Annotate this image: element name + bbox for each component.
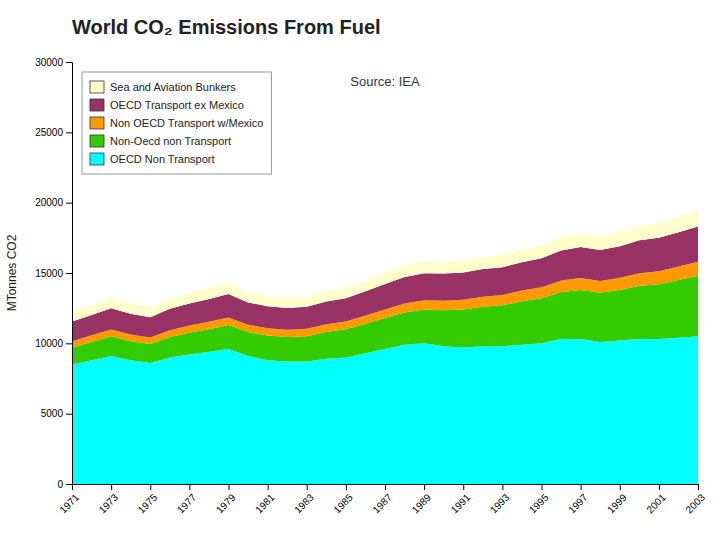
x-tick-label: 1983 bbox=[292, 491, 316, 515]
legend-swatch bbox=[90, 99, 104, 111]
x-tick: 1993 bbox=[488, 484, 512, 515]
x-tick-mark bbox=[620, 484, 621, 490]
x-tick-label: 1979 bbox=[214, 491, 238, 515]
x-tick: 1977 bbox=[175, 484, 199, 515]
y-tick-label: 0 bbox=[57, 479, 63, 490]
y-axis-title: MTonnes CO2 bbox=[5, 234, 19, 311]
legend-item: OECD Non Transport bbox=[90, 153, 215, 165]
y-tick: 0 bbox=[57, 479, 72, 490]
legend-swatch bbox=[90, 135, 104, 147]
x-tick: 1999 bbox=[605, 484, 629, 515]
legend-swatch bbox=[90, 117, 104, 129]
x-tick: 2003 bbox=[683, 484, 707, 515]
y-tick-label: 25000 bbox=[35, 127, 63, 138]
x-tick-label: 1973 bbox=[97, 491, 121, 515]
legend-item: Non OECD Transport w/Mexico bbox=[90, 117, 263, 129]
legend-label: Non OECD Transport w/Mexico bbox=[110, 117, 263, 129]
x-tick-label: 1987 bbox=[370, 491, 394, 515]
x-tick-mark bbox=[463, 484, 464, 490]
x-tick: 1991 bbox=[449, 484, 473, 515]
x-tick-label: 2003 bbox=[683, 491, 707, 515]
x-tick-label: 1997 bbox=[566, 491, 590, 515]
x-tick-mark bbox=[307, 484, 308, 490]
chart-svg: World CO₂ Emissions From Fuel19711973197… bbox=[0, 0, 720, 540]
x-tick: 1983 bbox=[292, 484, 316, 515]
x-tick-label: 1971 bbox=[57, 491, 81, 515]
y-tick-mark bbox=[66, 343, 72, 344]
y-tick-mark bbox=[66, 273, 72, 274]
y-tick: 30000 bbox=[35, 57, 72, 68]
legend-label: OECD Transport ex Mexico bbox=[110, 99, 244, 111]
x-tick: 1981 bbox=[253, 484, 277, 515]
annotation: Source: IEA bbox=[350, 74, 420, 89]
x-tick-mark bbox=[150, 484, 151, 490]
x-tick-mark bbox=[581, 484, 582, 490]
y-tick-label: 30000 bbox=[35, 57, 63, 68]
y-tick-label: 15000 bbox=[35, 268, 63, 279]
x-tick-label: 1977 bbox=[175, 491, 199, 515]
y-tick-mark bbox=[66, 414, 72, 415]
area-series bbox=[72, 211, 698, 322]
legend-item: Sea and Aviation Bunkers bbox=[90, 81, 236, 93]
x-axis: 1971 1973 1975 1977 1979 1981 1983 1985 1987 1989… bbox=[57, 484, 707, 515]
x-tick-mark bbox=[659, 484, 660, 490]
x-tick-mark bbox=[268, 484, 269, 490]
x-tick-label: 1989 bbox=[410, 491, 434, 515]
x-tick-mark bbox=[385, 484, 386, 490]
x-tick-mark bbox=[424, 484, 425, 490]
legend-item: OECD Transport ex Mexico bbox=[90, 99, 244, 111]
x-tick: 1989 bbox=[410, 484, 434, 515]
y-tick: 25000 bbox=[35, 127, 72, 138]
legend-label: Sea and Aviation Bunkers bbox=[110, 81, 236, 93]
y-tick: 5000 bbox=[41, 408, 72, 419]
y-tick-label: 20000 bbox=[35, 197, 63, 208]
x-tick: 1975 bbox=[136, 484, 160, 515]
y-tick-label: 10000 bbox=[35, 338, 63, 349]
x-tick-label: 1999 bbox=[605, 491, 629, 515]
legend-box bbox=[82, 72, 271, 174]
x-tick-mark bbox=[542, 484, 543, 490]
x-tick-mark bbox=[189, 484, 190, 490]
x-tick-mark bbox=[502, 484, 503, 490]
x-tick-mark bbox=[698, 484, 699, 490]
x-tick-label: 2001 bbox=[644, 491, 668, 515]
x-tick: 1973 bbox=[97, 484, 121, 515]
plot-area: 1971 1973 1975 1977 1979 1981 1983 1985 1987 1989… bbox=[5, 57, 707, 516]
x-tick-label: 1981 bbox=[253, 491, 277, 515]
y-axis: 0 5000 10000 15000 20000 25000 30000 bbox=[35, 57, 72, 490]
y-tick: 15000 bbox=[35, 268, 72, 279]
y-axis-line bbox=[66, 63, 73, 485]
legend-item: Non-Oecd non Transport bbox=[90, 135, 231, 147]
x-tick: 1985 bbox=[331, 484, 355, 515]
y-tick-mark bbox=[66, 132, 72, 133]
legend-swatch bbox=[90, 81, 104, 93]
x-tick-label: 1993 bbox=[488, 491, 512, 515]
y-tick: 20000 bbox=[35, 197, 72, 208]
legend: Sea and Aviation Bunkers OECD Transport e… bbox=[82, 72, 271, 174]
x-tick-label: 1985 bbox=[331, 491, 355, 515]
x-tick: 2001 bbox=[644, 484, 668, 515]
y-tick-mark bbox=[66, 484, 72, 485]
x-tick-label: 1991 bbox=[449, 491, 473, 515]
x-tick: 1997 bbox=[566, 484, 590, 515]
legend-label: Non-Oecd non Transport bbox=[110, 135, 231, 147]
x-tick-mark bbox=[229, 484, 230, 490]
x-tick-mark bbox=[346, 484, 347, 490]
x-axis-line bbox=[73, 485, 699, 491]
x-tick-label: 1975 bbox=[136, 491, 160, 515]
areas bbox=[72, 211, 698, 484]
chart-title: World CO₂ Emissions From Fuel bbox=[72, 16, 381, 38]
x-tick-label: 1995 bbox=[527, 491, 551, 515]
y-tick-mark bbox=[66, 62, 72, 63]
x-tick-mark bbox=[111, 484, 112, 490]
legend-label: OECD Non Transport bbox=[110, 153, 215, 165]
legend-swatch bbox=[90, 153, 104, 165]
y-tick-label: 5000 bbox=[41, 408, 64, 419]
x-tick: 1995 bbox=[527, 484, 551, 515]
x-tick: 1979 bbox=[214, 484, 238, 515]
x-tick: 1987 bbox=[370, 484, 394, 515]
y-tick-mark bbox=[66, 203, 72, 204]
y-tick: 10000 bbox=[35, 338, 72, 349]
